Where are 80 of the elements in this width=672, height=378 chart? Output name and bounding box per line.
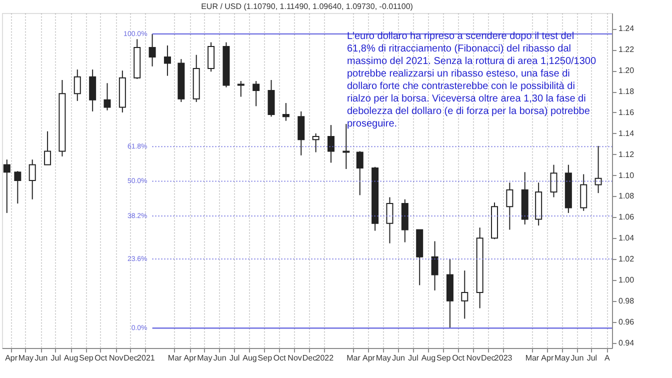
x-tick-label: May <box>197 354 212 362</box>
candlestick <box>252 80 260 107</box>
candlestick <box>461 270 468 320</box>
x-tick-label: Jul <box>229 354 240 362</box>
candlestick <box>89 69 96 112</box>
y-tick-label: 0.96 <box>618 317 635 326</box>
y-tick-label: 1.04 <box>618 234 635 243</box>
candlestick <box>594 145 602 194</box>
x-tick-label: Oct <box>273 354 287 362</box>
candlestick <box>3 159 10 214</box>
y-tick-label: 1.10 <box>618 170 635 180</box>
x-tick-label: May <box>376 354 391 362</box>
x-tick-label: Dec <box>481 354 496 362</box>
candlestick <box>580 174 588 212</box>
y-tick-label: 1.12 <box>618 150 635 159</box>
x-tick-label: Oct <box>94 354 108 362</box>
x-tick-label: Nov <box>466 354 481 362</box>
x-tick-label: Apr <box>5 354 18 362</box>
x-tick-label: Oct <box>452 354 466 362</box>
x-tick-label: Jun <box>213 354 226 362</box>
candlestick <box>74 69 81 102</box>
candlestick <box>237 80 244 98</box>
x-tick-label: Nov <box>108 354 124 362</box>
x-tick-label: Sep <box>79 354 94 362</box>
y-tick-label: 1.02 <box>618 254 635 264</box>
candlestick <box>386 196 394 244</box>
x-tick-label: Sep <box>436 354 452 362</box>
x-tick-label: Aug <box>421 354 436 362</box>
x-tick-label: 2021 <box>137 354 156 362</box>
x-tick-label: Aug <box>64 354 78 362</box>
candlestick <box>431 240 438 291</box>
x-tick-label: Apr <box>362 354 376 362</box>
y-tick-label: 1.24 <box>618 24 635 34</box>
candlestick <box>550 164 558 198</box>
x-tick-label: Dec <box>124 354 138 362</box>
y-tick-label: 0.98 <box>618 296 635 306</box>
y-tick-label: 1.16 <box>618 108 635 117</box>
x-tick-label: Mar <box>346 354 361 362</box>
candlestick <box>164 44 171 76</box>
y-tick-label: 1.22 <box>618 45 635 54</box>
candlestick <box>28 159 36 200</box>
x-tick-label: Dec <box>302 354 317 362</box>
x-tick-label: Apr <box>184 354 197 362</box>
candlestick <box>506 182 514 230</box>
candlestick <box>208 42 215 72</box>
x-tick-label: Mar <box>525 354 540 362</box>
x-tick-label: Apr <box>541 354 554 362</box>
candlestick <box>312 132 320 153</box>
y-tick-label: 1.14 <box>618 128 635 138</box>
candlestick <box>327 124 334 164</box>
x-tick-label: May <box>554 354 570 362</box>
candlestick <box>44 130 52 166</box>
x-tick-label: Nov <box>288 354 302 362</box>
x-tick-label: A <box>604 354 610 362</box>
candlestick <box>14 170 22 204</box>
y-tick-label: 1.00 <box>618 275 635 284</box>
x-tick-label: Mar <box>168 354 182 362</box>
x-tick-label: May <box>18 354 34 362</box>
annotation: L'euro dollaro ha ripreso a scendere dopo il test del 61,8% di ritracciamento (Fibonacci) del ribasso dal massimo del 2021. Senza la rottura di area 1,1250/1300 potrebbe realizzarsi un ribasso esteso, una fase di dollaro forte che contrasterebbe con le possibilità di rialzo per la borsa. Viceversa oltre area 1,30 la fase di debolezza del dollaro (e di forza per la borsa) potrebbe proseguire. <box>347 31 596 130</box>
x-tick-label: 2023 <box>494 354 513 362</box>
x-tick-label: Sep <box>258 354 273 362</box>
x-tick-label: Jun <box>34 354 48 362</box>
x-tick-label: Jul <box>586 354 598 362</box>
candlestick <box>148 33 156 67</box>
candlestick <box>104 82 111 111</box>
x-tick-label: Jul <box>50 354 62 362</box>
y-tick-label: 0.94 <box>618 338 635 348</box>
candlestick <box>282 102 290 122</box>
candlestick <box>298 110 305 156</box>
x-tick-label: Jun <box>570 354 584 362</box>
x-tick-label: Jun <box>392 354 406 362</box>
y-tick-label: 1.20 <box>618 66 635 76</box>
x-tick-label: Aug <box>242 354 257 362</box>
y-tick-label: 1.18 <box>618 87 635 96</box>
x-tick-label: 2022 <box>316 354 334 362</box>
x-tick-label: Jul <box>408 354 419 362</box>
candlestick <box>356 150 364 196</box>
y-tick-label: 1.06 <box>618 212 635 222</box>
y-tick-label: 1.08 <box>618 192 635 201</box>
chart-title: EUR / USD (1.10790, 1.11490, 1.09640, 1.09730, -0.01100) <box>201 2 414 11</box>
